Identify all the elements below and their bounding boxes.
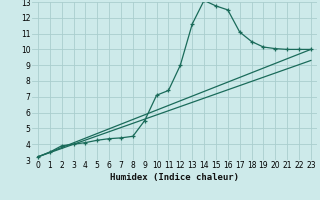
X-axis label: Humidex (Indice chaleur): Humidex (Indice chaleur) [110,173,239,182]
